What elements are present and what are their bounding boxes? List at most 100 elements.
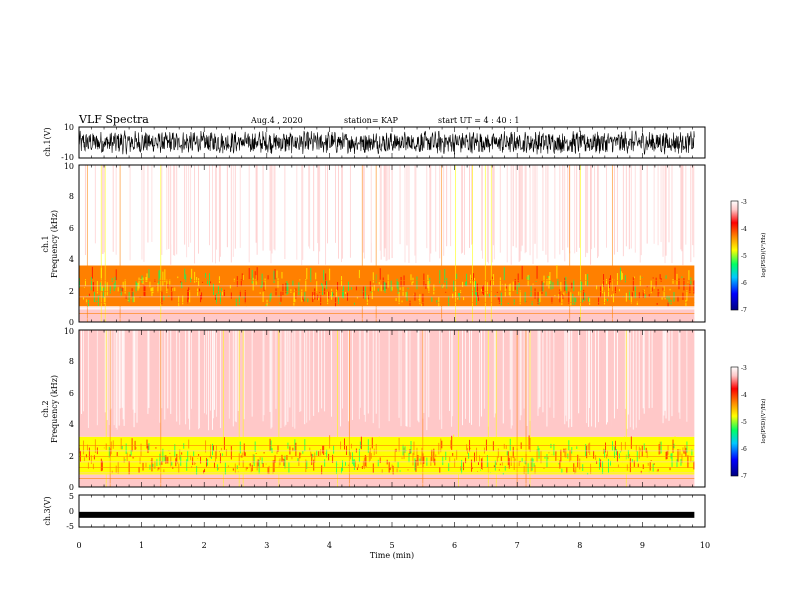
- speck-168: [245, 302, 247, 307]
- speck-211: [288, 281, 290, 293]
- speck-452: [527, 463, 529, 474]
- speck-598: [672, 278, 674, 284]
- speck-88: [166, 456, 168, 464]
- speck-171: [248, 267, 250, 279]
- streak-557: [631, 330, 633, 426]
- speck-461: [536, 449, 538, 463]
- speck-441: [516, 284, 518, 294]
- speck-83: [161, 290, 163, 305]
- sp2-ylabel-channel: ch.2: [41, 400, 50, 417]
- streak-250: [327, 165, 329, 244]
- speck-518: [593, 301, 595, 305]
- speck-106: [184, 268, 186, 280]
- streak-136: [213, 330, 215, 410]
- streak-118: [196, 330, 198, 424]
- speck-513: [588, 443, 590, 453]
- streak-107: [185, 330, 187, 425]
- speck-184: [261, 457, 263, 464]
- streak-220: [297, 330, 299, 411]
- speck-135: [212, 283, 214, 296]
- speck-361: [437, 443, 439, 451]
- streak-70: [148, 330, 150, 408]
- xtick-3: 3: [264, 541, 269, 550]
- streak-525: [600, 165, 601, 260]
- streak-187: [264, 165, 266, 254]
- speck-310: [386, 285, 388, 295]
- streak-215: [292, 165, 294, 264]
- speck-488: [563, 292, 565, 296]
- streak-311: [387, 330, 389, 408]
- speck-402: [477, 295, 479, 301]
- streak-266: [343, 330, 344, 409]
- speck-375: [451, 435, 453, 450]
- speck-154: [231, 448, 233, 452]
- streak-67: [145, 330, 147, 408]
- speck-575: [649, 280, 651, 284]
- streak-519: [594, 165, 596, 248]
- speck-575: [649, 462, 651, 471]
- streak-443: [518, 165, 520, 262]
- streak-207: [284, 330, 286, 427]
- streak-594: [668, 330, 670, 421]
- streak-120: [198, 330, 200, 430]
- streak-4: [82, 330, 84, 412]
- speck-354: [430, 272, 432, 283]
- speck-204: [281, 454, 283, 463]
- streak-579: [653, 165, 655, 244]
- speck-503: [578, 463, 580, 468]
- speck-288: [364, 455, 366, 467]
- streak-461: [536, 165, 538, 259]
- streak-392: [468, 330, 469, 428]
- streak-231: [308, 165, 310, 247]
- speck-400: [476, 447, 478, 462]
- streak-588: [662, 165, 664, 257]
- speck-601: [675, 269, 677, 279]
- streak-223: [300, 165, 302, 251]
- speck-127: [205, 440, 207, 453]
- streak-191: [268, 165, 270, 256]
- speck-161: [238, 295, 240, 305]
- streak-440: [515, 165, 517, 248]
- speck-384: [460, 466, 462, 471]
- speck-85: [163, 469, 165, 473]
- speck-515: [590, 463, 592, 474]
- streak-185: [262, 330, 264, 422]
- streak-366: [442, 165, 444, 250]
- speck-238: [315, 462, 317, 469]
- streak-594: [668, 165, 670, 243]
- speck-581: [655, 468, 657, 475]
- speck-405: [480, 288, 482, 292]
- streak-362: [438, 330, 440, 412]
- speck-6: [84, 279, 86, 286]
- speck-574: [648, 294, 650, 297]
- streak-271: [347, 330, 349, 422]
- speck-407: [482, 285, 484, 296]
- streak-524: [599, 165, 600, 260]
- speck-546: [620, 442, 622, 452]
- streak-151: [228, 330, 230, 419]
- speck-603: [677, 296, 679, 302]
- speck-428: [503, 267, 505, 281]
- streak-48: [126, 330, 128, 425]
- speck-591: [665, 451, 667, 460]
- speck-497: [572, 449, 574, 456]
- streak-332: [408, 165, 410, 263]
- streak-106: [184, 165, 186, 245]
- speck-176: [253, 454, 255, 467]
- speck-405: [480, 458, 482, 469]
- streak-30: [108, 330, 110, 426]
- speck-105: [183, 443, 185, 449]
- speck-383: [459, 292, 461, 300]
- speck-274: [350, 443, 352, 449]
- speck-617: [691, 449, 693, 456]
- streak-286: [362, 165, 364, 253]
- speck-421: [496, 456, 498, 463]
- speck-547: [621, 273, 623, 280]
- ch3-waveform-ylabel: ch.3(V): [43, 496, 52, 525]
- speck-571: [645, 447, 647, 453]
- impulse-551: [625, 330, 627, 487]
- streak-563: [637, 165, 639, 246]
- speck-510: [585, 274, 587, 286]
- speck-503: [578, 290, 580, 296]
- streak-258: [335, 165, 336, 243]
